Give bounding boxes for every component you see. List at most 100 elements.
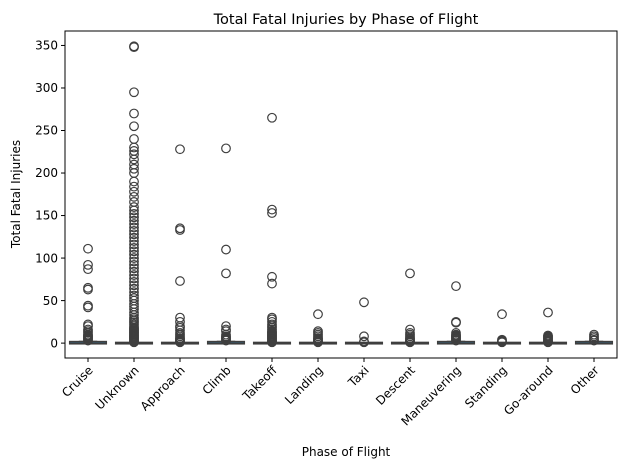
- x-tick-label: Standing: [462, 363, 510, 411]
- outlier-point: [129, 249, 139, 260]
- outlier-point: [129, 149, 139, 160]
- outlier-point: [83, 259, 93, 270]
- outlier-point: [221, 244, 231, 255]
- x-tick-label: Takeoff: [239, 363, 280, 404]
- y-tick-label: 350: [35, 39, 58, 53]
- outlier-point: [129, 242, 139, 253]
- y-tick-label: 100: [35, 251, 58, 265]
- outlier-point: [129, 225, 139, 236]
- y-tick-label: 150: [35, 209, 58, 223]
- box-series: [68, 41, 614, 348]
- box-taxi: [344, 297, 384, 348]
- outlier-point: [543, 330, 553, 341]
- outlier-point: [83, 319, 93, 330]
- x-tick-label: Other: [568, 363, 602, 397]
- outlier-point: [313, 309, 323, 320]
- outlier-point: [129, 154, 139, 165]
- outlier-point: [267, 208, 277, 218]
- y-tick-label: 250: [35, 124, 58, 138]
- outlier-point: [405, 324, 415, 335]
- outlier-point: [497, 309, 507, 320]
- outlier-point: [129, 276, 139, 287]
- box-standing: [482, 309, 522, 348]
- outlier-point: [129, 232, 139, 243]
- outlier-point: [129, 273, 139, 284]
- outlier-point: [221, 321, 231, 332]
- outlier-point: [497, 334, 507, 345]
- y-tick-label: 50: [43, 294, 58, 308]
- outlier-point: [359, 336, 369, 347]
- x-tick-label: Climb: [200, 363, 234, 397]
- box-maneuvering: [436, 281, 476, 346]
- outlier-point: [129, 293, 139, 303]
- outlier-point: [83, 282, 93, 293]
- x-tick-label: Approach: [138, 363, 188, 413]
- box-unknown: [114, 41, 154, 348]
- y-axis-ticks: 0 50 100 150 200 250 300 350: [35, 39, 65, 350]
- outlier-point: [129, 191, 139, 202]
- outlier-point: [129, 287, 139, 297]
- outlier-point: [359, 331, 369, 342]
- outlier-point: [175, 316, 185, 327]
- outlier-point: [267, 112, 277, 123]
- box-other: [574, 329, 614, 346]
- outlier-point: [221, 324, 231, 335]
- outlier-point: [267, 316, 277, 327]
- outlier-point: [129, 181, 139, 192]
- x-tick-label: Descent: [373, 363, 418, 408]
- outlier-point: [83, 264, 93, 275]
- outlier-point: [451, 281, 461, 292]
- box-landing: [298, 309, 338, 348]
- outlier-point: [129, 256, 139, 267]
- y-tick-label: 300: [35, 81, 58, 95]
- outlier-point: [175, 223, 185, 234]
- outlier-point: [543, 307, 553, 318]
- outlier-point: [129, 108, 139, 119]
- outlier-point: [129, 159, 139, 170]
- box-cruise: [68, 243, 108, 346]
- outlier-point: [129, 270, 139, 280]
- outlier-point: [129, 197, 139, 207]
- outlier-point: [129, 202, 139, 212]
- outlier-point: [267, 271, 277, 282]
- outlier-point: [267, 319, 277, 330]
- outlier-point: [129, 121, 139, 132]
- outlier-point: [129, 253, 139, 263]
- plot-frame: [64, 30, 618, 359]
- outlier-point: [83, 300, 93, 311]
- outlier-point: [129, 176, 139, 187]
- outlier-point: [175, 144, 185, 155]
- outlier-point: [83, 324, 93, 335]
- outlier-point: [129, 146, 139, 156]
- outlier-point: [129, 163, 139, 174]
- x-tick-label: Unknown: [92, 363, 141, 412]
- outlier-point: [129, 236, 139, 246]
- outlier-point: [129, 259, 139, 270]
- outlier-point: [129, 222, 139, 233]
- x-tick-label: Go-around: [501, 363, 556, 418]
- box-takeoff: [252, 112, 292, 348]
- y-axis-label: Total Fatal Injuries: [9, 140, 23, 249]
- outlier-point: [129, 263, 139, 274]
- outlier-point: [129, 134, 139, 144]
- x-tick-label: Cruise: [59, 363, 96, 400]
- outlier-point: [359, 297, 369, 308]
- outlier-point: [129, 246, 139, 257]
- outlier-point: [267, 204, 277, 215]
- outlier-point: [313, 326, 323, 337]
- box-climb: [206, 143, 246, 346]
- y-tick-label: 200: [35, 166, 58, 180]
- outlier-point: [221, 268, 231, 279]
- outlier-point: [221, 143, 231, 154]
- outlier-point: [129, 41, 139, 52]
- x-tick-label: Taxi: [345, 363, 372, 390]
- outlier-point: [129, 239, 139, 250]
- outlier-point: [451, 316, 461, 327]
- outlier-point: [129, 280, 139, 291]
- outlier-point: [405, 328, 415, 338]
- outlier-point: [175, 312, 185, 323]
- x-axis-label: Phase of Flight: [302, 445, 391, 459]
- box-go-around: [528, 307, 568, 348]
